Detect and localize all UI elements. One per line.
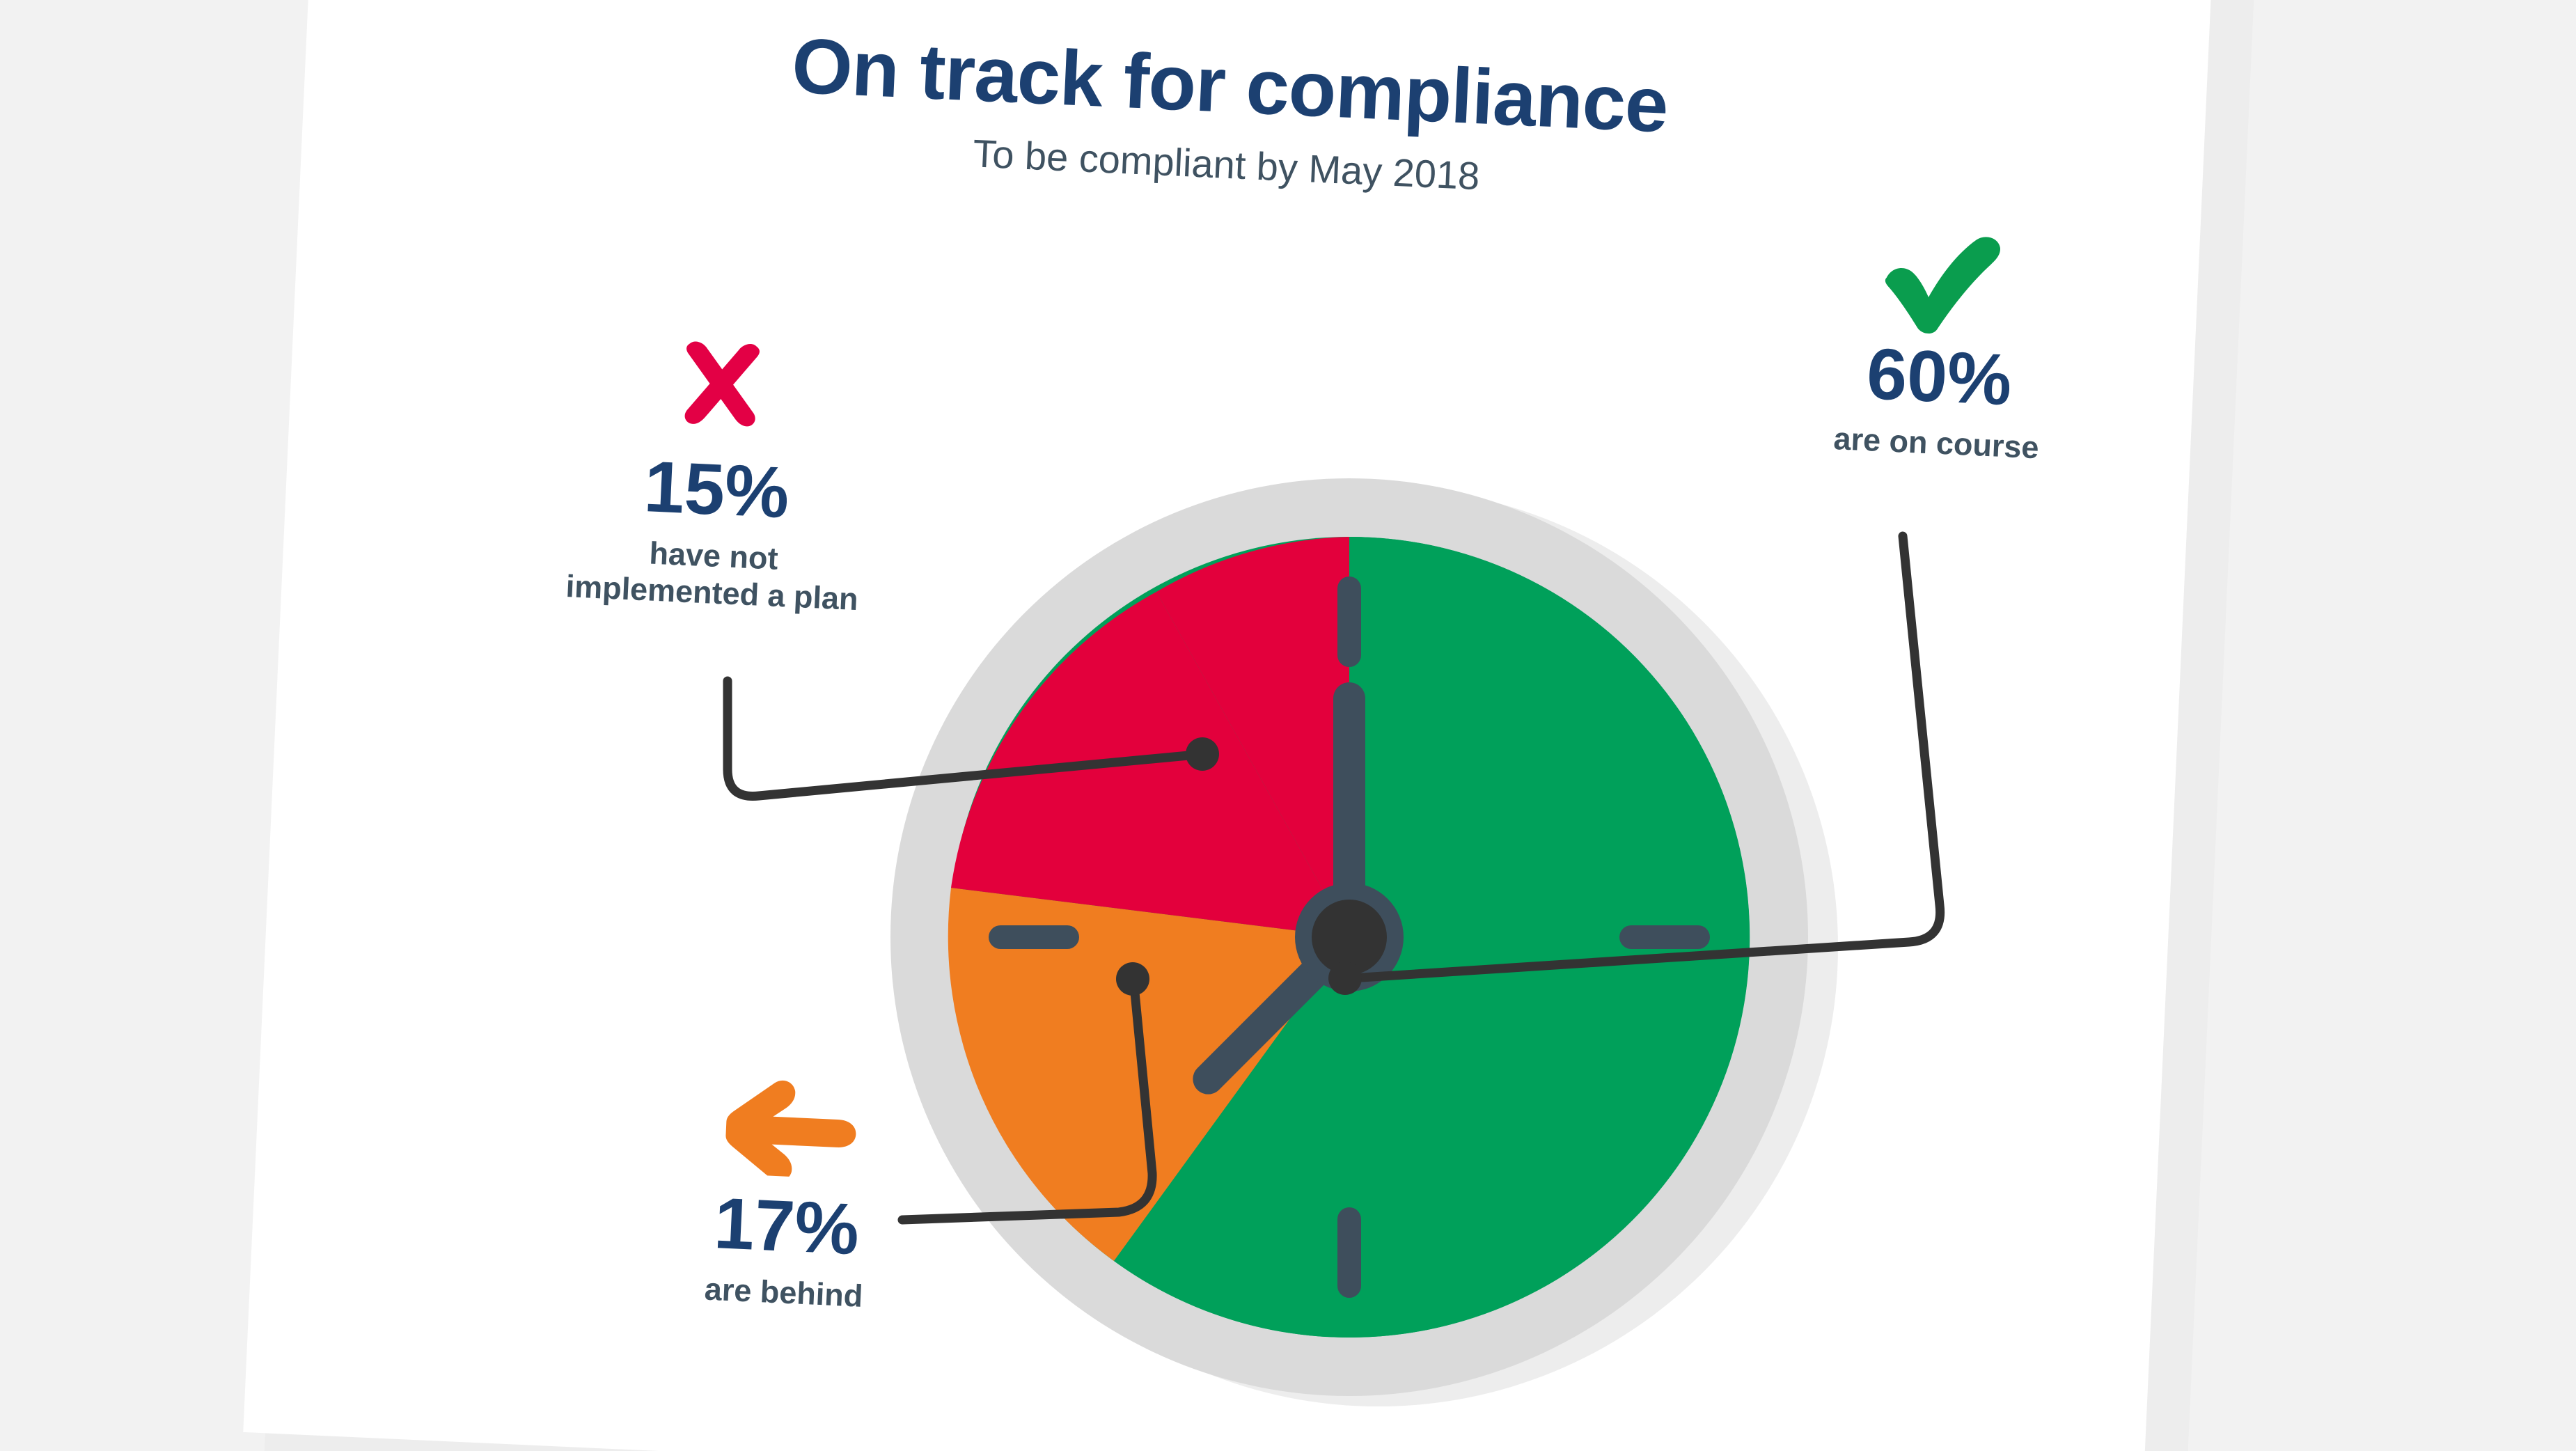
callout-value: 60% (1864, 334, 2013, 421)
clock-tick-12 (1337, 577, 1361, 667)
clock-tick-6 (1337, 1207, 1361, 1298)
callout-value: 15% (642, 446, 791, 534)
cross-icon (684, 341, 760, 427)
callout-on-course: 60% are on course (1775, 223, 2106, 469)
pie-slice-not-implemented-cont (1156, 537, 1349, 937)
compliance-clock-chart (867, 453, 1841, 1427)
clock-hub-center (1312, 900, 1387, 975)
arrow-left-icon (725, 1081, 856, 1180)
clock-tick-3 (1619, 925, 1710, 949)
callout-behind: 17% are behind (637, 1065, 940, 1317)
check-icon (1885, 237, 2000, 334)
callout-not-implemented: 15% have not implemented a plan (524, 319, 912, 620)
clock-tick-9 (989, 925, 1079, 949)
callout-value: 17% (712, 1183, 861, 1271)
